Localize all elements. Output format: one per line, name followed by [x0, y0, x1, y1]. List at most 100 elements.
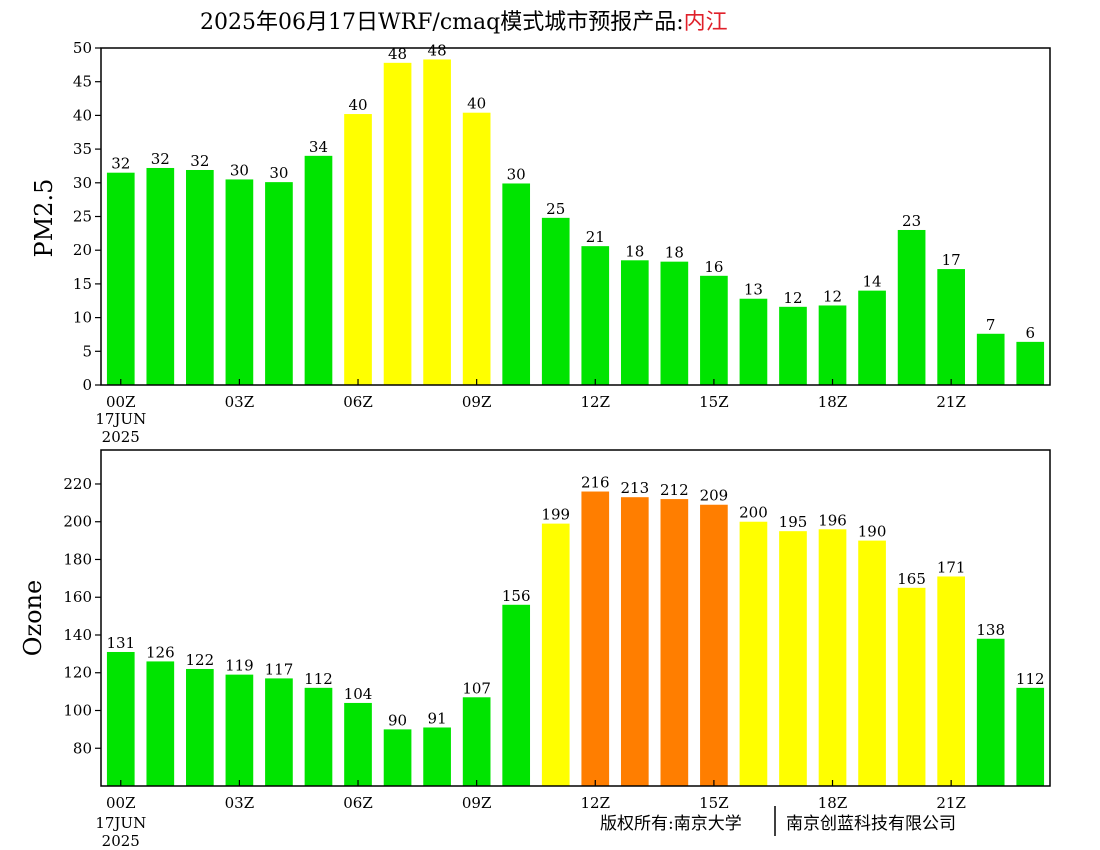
- ozone-bar: [423, 727, 451, 786]
- ozone-bar-label: 156: [502, 587, 531, 605]
- pm25-bar: [660, 261, 689, 385]
- ozone-x-tick-label: 21Z: [936, 794, 966, 812]
- ozone-bar-label: 117: [265, 660, 294, 678]
- ozone-bar-label: 212: [660, 481, 689, 499]
- ozone-plot-frame: [100, 449, 1051, 787]
- ozone-bar-label: 171: [937, 558, 966, 576]
- ozone-bar: [739, 521, 768, 786]
- copyright-left: 版权所有:南京大学: [600, 814, 742, 834]
- pm25-y-tick-label: 25: [73, 208, 92, 226]
- ozone-chart: 131 126 122 119 117 112 104 90 91 107 156 199 216 213…: [19, 449, 1051, 850]
- ozone-y-axis-title: Ozone: [19, 580, 47, 656]
- pm25-bar: [897, 229, 926, 385]
- pm25-bar-label: 7: [986, 316, 996, 334]
- pm25-x-tick-label: 12Z: [581, 393, 611, 411]
- pm25-bar-label: 16: [704, 258, 723, 276]
- ozone-bar-label: 209: [700, 487, 729, 505]
- pm25-bar: [186, 169, 214, 385]
- pm25-bar: [858, 290, 886, 385]
- ozone-y-tick-label: 180: [63, 550, 92, 568]
- pm25-y-axis-title: PM2.5: [30, 179, 58, 258]
- pm25-bar: [976, 333, 1005, 385]
- pm25-bar-label: 34: [309, 138, 328, 156]
- ozone-y-tick-label: 100: [63, 701, 92, 719]
- pm25-bar: [423, 59, 451, 386]
- pm25-bar: [818, 305, 847, 385]
- ozone-bar-label: 91: [428, 709, 447, 727]
- pm25-bar-label: 14: [863, 273, 882, 291]
- pm25-bar-label: 30: [507, 165, 526, 183]
- pm25-bar: [304, 155, 333, 385]
- ozone-x-tick-label: 06Z: [343, 794, 373, 812]
- ozone-bar: [146, 661, 175, 786]
- pm25-y-tick-label: 15: [73, 275, 92, 293]
- pm25-x-tick-label: 15Z: [699, 393, 729, 411]
- ozone-y-tick-label: 160: [63, 588, 92, 606]
- pm25-bar-label: 32: [111, 155, 130, 173]
- ozone-bar: [858, 540, 886, 786]
- ozone-bar-label: 213: [620, 479, 649, 497]
- ozone-bar-label: 199: [541, 506, 570, 524]
- pm25-bar: [344, 114, 372, 386]
- ozone-bar: [818, 529, 847, 786]
- ozone-bar: [700, 504, 728, 786]
- pm25-bar-label: 32: [151, 150, 170, 168]
- pm25-date-label: 17JUN: [95, 410, 146, 428]
- ozone-bar: [265, 678, 293, 786]
- ozone-bar-label: 190: [858, 523, 887, 541]
- ozone-y-tick-label: 200: [63, 513, 92, 531]
- ozone-bar-label: 131: [106, 634, 135, 652]
- title-main: 2025年06月17日WRF/cmaq模式城市预报产品:: [200, 10, 684, 35]
- pm25-bar-label: 48: [428, 41, 447, 59]
- ozone-bar-label: 195: [779, 513, 808, 531]
- pm25-bar-label: 40: [348, 96, 367, 114]
- ozone-bar: [502, 604, 531, 786]
- pm25-x-tick-label: 09Z: [462, 393, 492, 411]
- copyright: 版权所有:南京大学 南京创蓝科技有限公司: [600, 806, 956, 836]
- pm25-bar-label: 18: [625, 242, 644, 260]
- pm25-bar: [383, 62, 412, 385]
- pm25-bar: [779, 306, 807, 385]
- pm25-y-tick-label: 40: [73, 106, 92, 124]
- ozone-bar: [1016, 687, 1045, 786]
- pm25-y-tick-label: 50: [73, 39, 92, 57]
- pm25-y-tick-label: 10: [73, 309, 92, 327]
- pm25-bar: [1016, 341, 1045, 385]
- pm25-y-tick-label: 45: [73, 73, 92, 91]
- pm25-y-tick-label: 30: [73, 174, 92, 192]
- ozone-y-tick-label: 120: [63, 664, 92, 682]
- pm25-bar-label: 13: [744, 281, 763, 299]
- ozone-bar-label: 122: [186, 651, 215, 669]
- ozone-x-tick-label: 09Z: [462, 794, 492, 812]
- ozone-y-tick-label: 80: [73, 739, 92, 757]
- pm25-bar: [225, 179, 254, 385]
- ozone-x-tick-label: 18Z: [818, 794, 848, 812]
- pm25-bar-label: 6: [1025, 324, 1035, 342]
- ozone-bar-label: 104: [344, 685, 373, 703]
- pm25-bar: [581, 246, 610, 385]
- ozone-y-tick-label: 220: [63, 475, 92, 493]
- pm25-bar-label: 30: [269, 164, 288, 182]
- ozone-x-tick-label: 03Z: [225, 794, 255, 812]
- ozone-bar: [779, 531, 807, 786]
- pm25-y-tick-label: 5: [82, 342, 92, 360]
- pm25-bar: [146, 167, 175, 385]
- ozone-bar: [541, 523, 570, 786]
- ozone-bar-label: 107: [462, 679, 491, 697]
- pm25-bar-label: 48: [388, 45, 407, 63]
- ozone-bar: [660, 499, 689, 786]
- pm25-bar: [462, 112, 491, 385]
- ozone-bar-label: 126: [146, 643, 175, 661]
- pm25-bar-label: 17: [942, 251, 961, 269]
- pm25-bar-label: 12: [823, 287, 842, 305]
- pm25-bar: [739, 298, 768, 385]
- pm25-bar-label: 12: [783, 289, 802, 307]
- ozone-bar: [106, 651, 135, 786]
- pm25-bar-label: 23: [902, 212, 921, 230]
- ozone-bar: [581, 491, 610, 786]
- ozone-bar-label: 196: [818, 511, 847, 529]
- pm25-x-tick-label: 00Z: [106, 393, 136, 411]
- pm25-bar-label: 25: [546, 200, 565, 218]
- pm25-y-tick-label: 20: [73, 241, 92, 259]
